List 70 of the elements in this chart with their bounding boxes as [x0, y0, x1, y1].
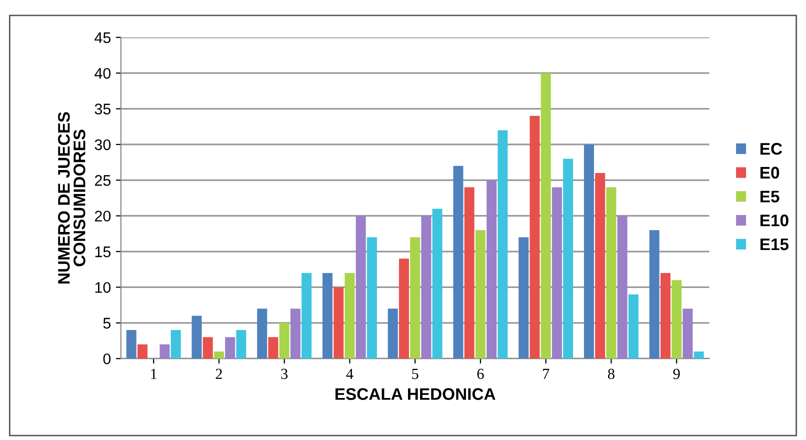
x-tick-label: 4 — [346, 368, 354, 379]
y-tick-label: 30 — [94, 139, 111, 150]
bar — [126, 330, 136, 359]
bar — [170, 330, 181, 359]
bar — [388, 308, 398, 359]
bar — [236, 330, 246, 359]
legend-label: E0 — [760, 166, 780, 179]
x-tick-label: 7 — [543, 368, 550, 379]
bar — [421, 216, 432, 359]
bar — [649, 230, 660, 359]
x-tick-label: 9 — [673, 368, 680, 380]
x-axis-title: ESCALA HEDONICA — [335, 388, 496, 400]
y-axis-title: NUMERO DE JUECES CONSUMIDORES — [58, 112, 86, 284]
x-tick-label: 1 — [151, 368, 156, 379]
bar — [606, 187, 616, 359]
bar — [268, 337, 278, 359]
x-tick-label: 2 — [216, 368, 222, 379]
legend-label: EC — [760, 142, 782, 155]
bar — [279, 322, 290, 359]
legend-label: E15 — [760, 238, 789, 250]
y-tick-label: 10 — [95, 282, 111, 293]
bar — [432, 208, 442, 359]
bar — [584, 144, 594, 359]
bar — [257, 308, 268, 359]
bar — [660, 272, 670, 359]
bar — [694, 351, 704, 359]
bar — [530, 116, 540, 359]
bar — [486, 180, 497, 359]
x-tick-label: 3 — [281, 368, 288, 380]
y-tick-label: 35 — [94, 104, 111, 114]
bar — [518, 237, 529, 359]
bar — [322, 272, 332, 359]
bar — [225, 337, 236, 359]
legend-label: E5 — [760, 190, 780, 202]
bar — [214, 351, 224, 359]
bar — [356, 216, 366, 359]
bar — [137, 344, 148, 359]
bar — [682, 308, 693, 359]
bar — [464, 187, 474, 359]
bar — [628, 294, 638, 359]
bar — [475, 230, 486, 359]
bar — [617, 216, 628, 359]
bar — [540, 73, 551, 359]
x-tick-label: 6 — [477, 368, 484, 380]
bar — [498, 130, 508, 359]
y-tick-label: 20 — [94, 210, 111, 222]
bar — [160, 344, 170, 359]
bar — [595, 173, 606, 359]
x-tick-label: 8 — [608, 368, 614, 380]
bar — [192, 316, 202, 359]
bar — [202, 337, 213, 359]
legend-label: E10 — [760, 214, 788, 226]
bar — [563, 158, 574, 359]
bar — [302, 272, 312, 359]
y-tick-label: 40 — [94, 68, 111, 79]
bar — [410, 237, 420, 359]
bar — [290, 308, 300, 359]
bar — [552, 187, 562, 359]
y-tick-label: 25 — [94, 175, 111, 186]
y-tick-label: 45 — [94, 32, 111, 44]
bar — [453, 166, 464, 359]
bar — [344, 272, 355, 359]
y-tick-label: 5 — [103, 318, 111, 329]
y-tick-label: 0 — [103, 353, 111, 364]
bar — [366, 237, 377, 359]
bar — [672, 280, 682, 359]
bar — [334, 287, 344, 359]
bar — [398, 258, 409, 359]
x-tick-label: 5 — [412, 368, 418, 380]
y-tick-label: 15 — [95, 246, 111, 258]
